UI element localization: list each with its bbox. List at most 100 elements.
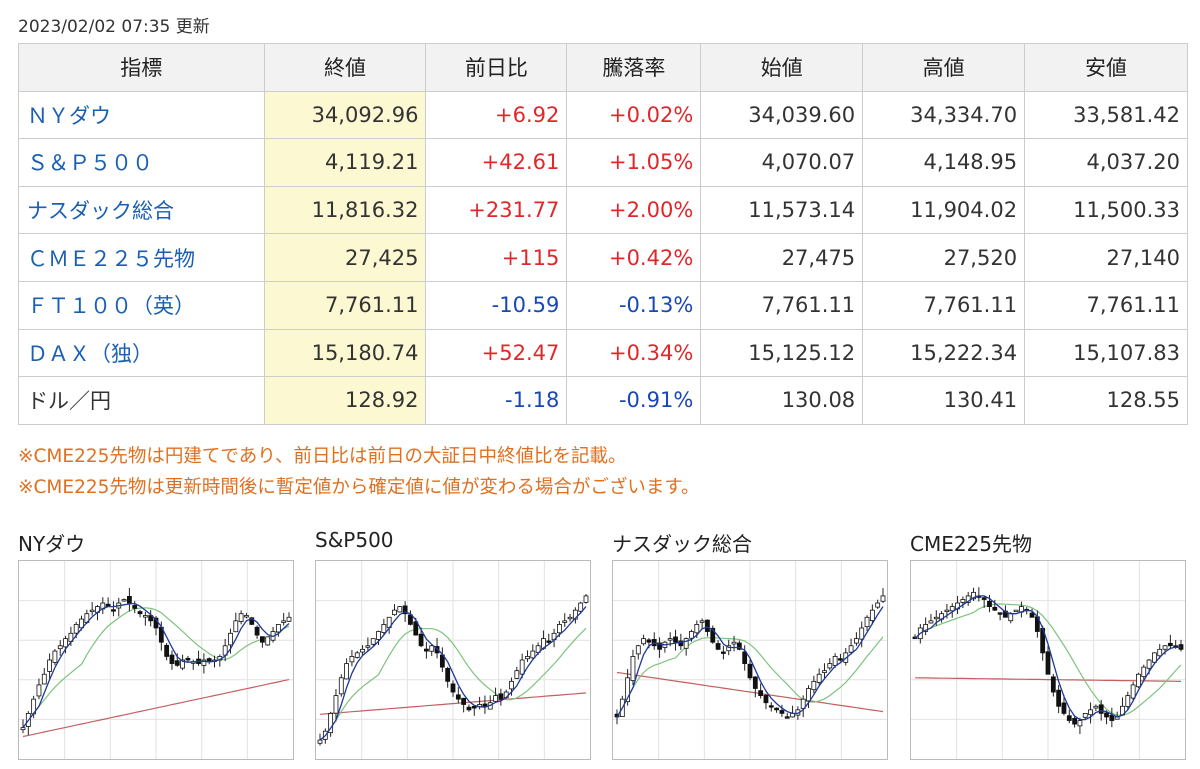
pct-value: -0.13% [566, 280, 702, 330]
candle-body [333, 695, 339, 714]
candle-body [965, 595, 971, 603]
index-name: ドル／円 [18, 376, 265, 425]
candle-body [742, 651, 748, 664]
candle-body [450, 683, 456, 693]
chart-sp500[interactable] [315, 560, 591, 760]
candle-body [694, 624, 700, 634]
candle-body [360, 648, 365, 653]
candle-body [944, 609, 950, 613]
low-value: 4,037.20 [1024, 138, 1188, 187]
candle-body [726, 645, 732, 652]
candle-body [1045, 651, 1051, 675]
open-value: 4,070.07 [700, 138, 864, 187]
candle-body [354, 652, 360, 658]
close-value: 11,816.32 [263, 185, 427, 235]
candle-body [397, 606, 403, 613]
table-row: ＣＭＥ２２５先物 27,425 +115 +0.42% 27,475 27,520 27,1… [18, 233, 1188, 282]
high-value: 34,334.70 [862, 90, 1026, 140]
open-value: 34,039.60 [700, 90, 864, 140]
index-name-link[interactable]: ＮＹダウ [18, 90, 265, 140]
candle-body [493, 695, 498, 702]
candle-body [328, 712, 334, 734]
change-value: +115 [425, 233, 568, 282]
candle-body [880, 595, 886, 602]
chart-title-nasdaq: ナスダック総合 [612, 532, 752, 556]
candle-body [482, 703, 488, 707]
moving-average-mid [319, 627, 587, 741]
table-row: ＤＡＸ（独） 15,180.74 +52.47 +0.34% 15,125.12 15,2… [18, 328, 1188, 378]
candlestick-chart [19, 561, 293, 759]
pct-value: +0.02% [566, 90, 702, 140]
header-open: 始値 [700, 43, 864, 92]
index-name-link[interactable]: ナスダック総合 [18, 185, 265, 235]
candle-body [418, 633, 424, 647]
candle-body [816, 673, 822, 683]
note-line: ※CME225先物は更新時間後に暫定値から確定値に値が変わる場合がございます。 [18, 477, 700, 498]
candle-body [1082, 712, 1088, 718]
candle-body [758, 690, 764, 697]
candle-body [1013, 609, 1019, 613]
candle-body [546, 640, 552, 643]
candle-body [338, 677, 344, 695]
candle-body [768, 705, 774, 708]
candle-body [1136, 673, 1141, 688]
candle-body [164, 644, 170, 657]
candle-body [928, 620, 934, 624]
candle-body [646, 639, 652, 643]
candlestick-chart [911, 561, 1185, 759]
candle-body [169, 654, 175, 664]
moving-average-mid [914, 603, 1182, 716]
candle-body [466, 706, 472, 711]
candle-body [52, 650, 58, 663]
high-value: 27,520 [862, 233, 1026, 282]
candle-body [641, 638, 647, 645]
moving-average-short [22, 602, 290, 728]
index-name-link[interactable]: ＤＡＸ（独） [18, 328, 265, 378]
low-value: 15,107.83 [1024, 328, 1188, 378]
header-high: 高値 [862, 43, 1026, 92]
moving-average-mid [616, 636, 884, 718]
candle-body [1141, 666, 1147, 678]
low-value: 33,581.42 [1024, 90, 1188, 140]
candle-body [800, 698, 806, 709]
candle-body [1077, 720, 1083, 727]
index-name-link[interactable]: ＣＭＥ２２５先物 [18, 233, 265, 282]
header-change: 前日比 [425, 43, 568, 92]
candle-body [317, 739, 323, 744]
candle-body [562, 620, 568, 623]
candle-body [392, 609, 397, 616]
candle-body [971, 591, 976, 600]
close-value: 4,119.21 [263, 138, 427, 187]
chart-cme225[interactable] [910, 560, 1186, 760]
candle-body [445, 668, 451, 682]
candle-body [281, 620, 287, 623]
index-name-link[interactable]: ＦＴ１００（英） [18, 280, 265, 330]
candle-body [853, 638, 859, 644]
candle-body [763, 694, 769, 704]
moving-average-short [616, 606, 884, 718]
chart-nasdaq[interactable] [612, 560, 888, 760]
candle-body [370, 638, 376, 645]
header-index: 指標 [18, 43, 265, 92]
high-value: 7,761.11 [862, 280, 1026, 330]
candle-body [1072, 718, 1078, 725]
chart-title-cme225: CME225先物 [910, 532, 1033, 556]
candle-body [710, 627, 716, 643]
candle-body [689, 631, 694, 639]
candle-body [1125, 695, 1131, 707]
candle-body [806, 688, 811, 702]
change-value: -10.59 [425, 280, 568, 330]
candle-body [992, 606, 998, 611]
candle-body [73, 624, 79, 634]
candle-body [1008, 613, 1014, 622]
candle-body [1056, 689, 1062, 707]
candle-body [827, 663, 833, 669]
candle-body [376, 631, 381, 640]
change-value: -1.18 [425, 376, 568, 425]
candle-body [20, 727, 26, 731]
low-value: 27,140 [1024, 233, 1188, 282]
index-name-link[interactable]: Ｓ＆Ｐ５００ [18, 138, 265, 187]
pct-value: +1.05% [566, 138, 702, 187]
candle-body [238, 613, 244, 622]
chart-nydow[interactable] [18, 560, 294, 760]
